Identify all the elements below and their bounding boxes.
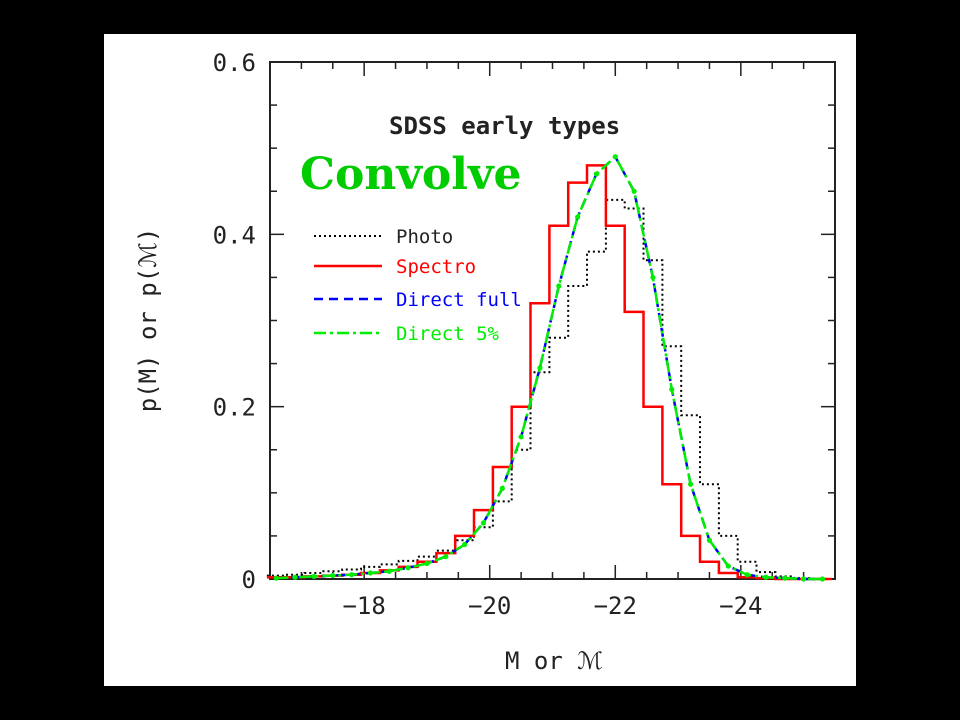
data-point bbox=[443, 553, 449, 560]
data-point bbox=[688, 481, 694, 487]
tick-labels-group: −18 −20 −22 −24 0 0.2 0.4 0.6 bbox=[213, 49, 763, 620]
data-point bbox=[556, 283, 562, 289]
x-tick-label: −20 bbox=[468, 592, 511, 620]
legend-label-spectro: Spectro bbox=[396, 256, 476, 278]
data-point bbox=[537, 365, 543, 371]
data-point bbox=[292, 574, 298, 580]
data-point bbox=[311, 573, 317, 580]
y-tick-label: 0.4 bbox=[213, 221, 256, 249]
legend: Photo Spectro Direct full Direct 5% bbox=[314, 226, 522, 345]
data-point bbox=[424, 560, 430, 567]
data-point bbox=[367, 570, 374, 576]
data-point bbox=[631, 188, 637, 194]
y-tick-label: 0.2 bbox=[213, 394, 256, 422]
series-direct-5 bbox=[276, 154, 823, 581]
data-point bbox=[273, 575, 279, 581]
series-layer bbox=[266, 154, 832, 582]
x-axis-label: M or ℳ bbox=[505, 647, 603, 675]
data-point bbox=[763, 574, 769, 580]
series-direct-full bbox=[276, 154, 823, 581]
x-tick-label: −22 bbox=[594, 592, 637, 620]
chart-title: SDSS early types bbox=[389, 112, 620, 140]
data-point bbox=[575, 214, 581, 220]
series-photo bbox=[266, 198, 832, 580]
legend-label-direct-5: Direct 5% bbox=[396, 323, 500, 345]
data-point bbox=[706, 537, 713, 543]
data-point bbox=[405, 565, 411, 571]
x-tick-label: −18 bbox=[342, 592, 385, 620]
data-point bbox=[782, 575, 788, 581]
ticks-group bbox=[270, 61, 835, 580]
y-tick-label: 0.6 bbox=[213, 49, 256, 77]
x-tick-label: −24 bbox=[719, 592, 762, 620]
data-point bbox=[386, 568, 392, 574]
data-point bbox=[801, 576, 807, 582]
y-tick-label: 0 bbox=[242, 566, 256, 594]
data-point bbox=[669, 386, 675, 393]
data-point bbox=[480, 520, 487, 526]
convolve-label: Convolve bbox=[300, 149, 522, 200]
legend-label-photo: Photo bbox=[396, 226, 453, 248]
data-point bbox=[518, 434, 524, 440]
legend-label-direct-full: Direct full bbox=[396, 289, 522, 311]
data-point bbox=[612, 154, 618, 160]
figure-panel: −18 −20 −22 −24 0 0.2 0.4 0.6 SDSS early types … bbox=[104, 34, 856, 686]
data-point bbox=[725, 563, 731, 569]
data-point bbox=[819, 576, 826, 582]
data-point bbox=[499, 485, 505, 492]
data-point bbox=[593, 171, 600, 177]
data-point bbox=[462, 541, 468, 548]
data-point bbox=[744, 572, 750, 578]
data-point bbox=[650, 274, 656, 281]
data-point bbox=[349, 572, 355, 578]
y-axis-label: p(M) or p(ℳ) bbox=[134, 228, 162, 413]
data-point bbox=[330, 572, 336, 579]
